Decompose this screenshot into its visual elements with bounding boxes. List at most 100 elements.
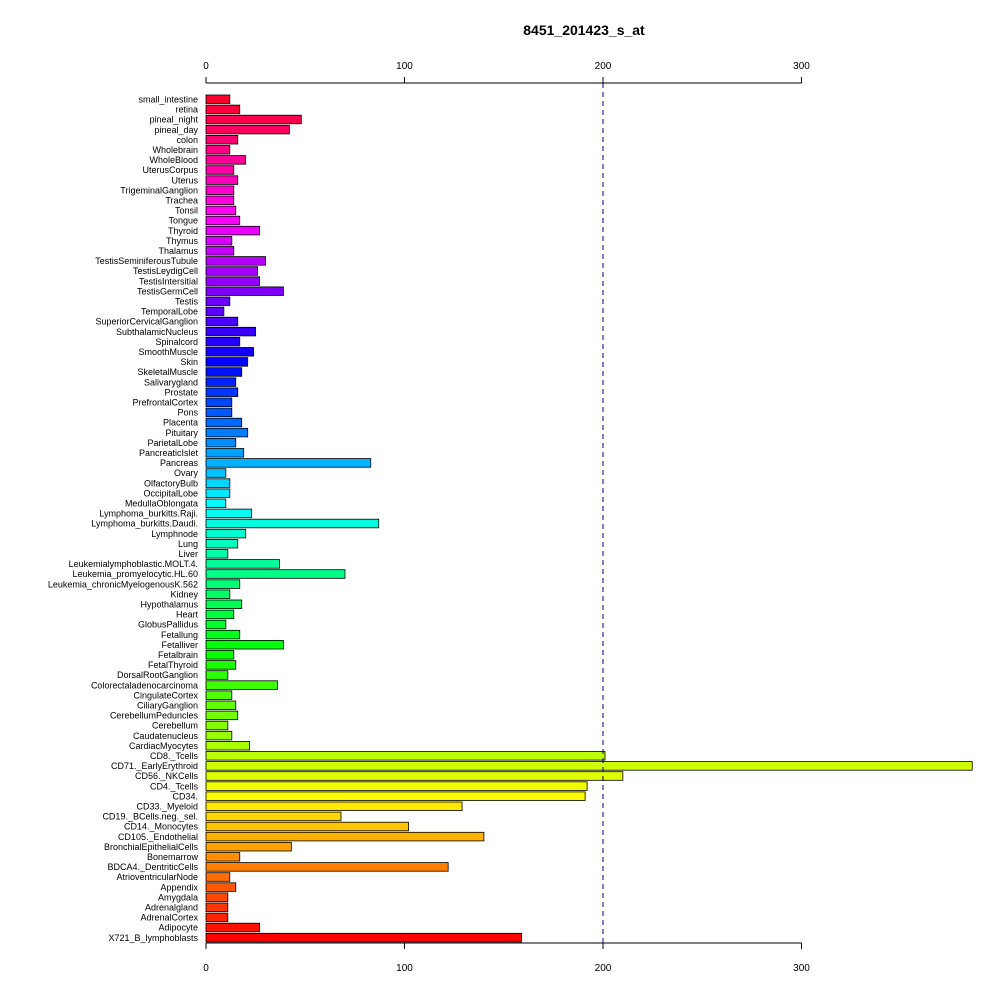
category-label-13: Thyroid <box>168 226 198 236</box>
category-label-35: PancreaticIslet <box>139 448 199 458</box>
bar-5 <box>205 145 231 155</box>
category-label-28: Salivarygland <box>144 377 198 387</box>
category-label-66: CD71._EarlyErythroid <box>111 761 198 771</box>
bar-77 <box>205 872 231 882</box>
bar-73 <box>205 831 485 842</box>
bar-46 <box>205 559 280 569</box>
category-label-77: AtrioventricularNode <box>116 872 198 882</box>
bar-32 <box>205 417 243 428</box>
bar-49 <box>205 589 231 599</box>
bar-54 <box>205 640 284 650</box>
category-label-10: Trachea <box>165 196 198 206</box>
bar-25 <box>205 347 255 357</box>
category-label-26: Skin <box>180 357 198 367</box>
bar-36 <box>205 458 372 468</box>
bar-63 <box>205 730 233 741</box>
bar-8 <box>205 175 239 185</box>
category-label-21: TemporalLobe <box>141 307 198 317</box>
category-label-55: Fetalbrain <box>158 650 198 660</box>
bar-61 <box>205 710 239 721</box>
category-label-38: OlfactoryBulb <box>144 478 198 488</box>
category-label-54: Fetalliver <box>161 640 198 650</box>
bar-45 <box>205 549 229 559</box>
bar-0 <box>205 94 231 105</box>
category-label-70: CD33._Myeloid <box>136 802 198 812</box>
bar-53 <box>205 629 241 640</box>
bar-28 <box>205 377 237 387</box>
bar-41 <box>205 508 253 519</box>
bar-14 <box>205 235 233 246</box>
bar-42 <box>205 518 380 529</box>
category-label-75: Bonemarrow <box>147 852 199 862</box>
category-label-23: SubthalamicNucleus <box>116 327 199 337</box>
category-label-80: Adrenalgland <box>145 903 198 913</box>
bar-20 <box>205 296 231 307</box>
category-label-0: small_intestine <box>138 95 198 105</box>
category-label-14: Thymus <box>166 236 199 246</box>
bar-79 <box>205 892 229 902</box>
category-label-19: TestisGermCell <box>137 286 198 296</box>
category-label-44: Lung <box>178 539 198 549</box>
category-label-73: CD105._Endothelial <box>118 832 198 842</box>
bar-58 <box>205 680 278 690</box>
category-label-81: AdrenalCortex <box>140 913 198 923</box>
category-label-46: Leukemialymphoblastic.MOLT.4. <box>69 559 198 569</box>
bar-74 <box>205 842 292 852</box>
category-label-63: Caudatenucleus <box>133 731 199 741</box>
bar-27 <box>205 367 243 377</box>
category-label-82: Adipocyte <box>158 923 198 933</box>
bar-3 <box>205 124 290 135</box>
category-label-52: GlobusPallidus <box>138 620 199 630</box>
bar-11 <box>205 205 237 216</box>
category-label-34: ParietalLobe <box>147 438 198 448</box>
category-label-53: Fetallung <box>161 630 198 640</box>
category-label-20: Testis <box>175 297 199 307</box>
bar-71 <box>205 811 342 822</box>
bar-33 <box>205 427 249 438</box>
bar-19 <box>205 286 284 296</box>
category-label-65: CD8._Tcells <box>150 751 199 761</box>
category-label-58: Colorectaladenocarcinoma <box>91 680 198 690</box>
bar-59 <box>205 690 233 700</box>
category-label-1: retina <box>175 105 198 115</box>
bar-75 <box>205 852 241 862</box>
bar-68 <box>205 781 588 791</box>
bar-38 <box>205 478 231 488</box>
category-label-78: Appendix <box>160 882 198 892</box>
bar-43 <box>205 528 247 539</box>
bar-60 <box>205 700 237 711</box>
category-label-6: WholeBlood <box>149 155 198 165</box>
bar-69 <box>205 791 586 801</box>
category-label-39: OccipitalLobe <box>143 488 198 498</box>
category-label-24: Spinalcord <box>155 337 198 347</box>
bar-37 <box>205 468 227 478</box>
category-label-4: colon <box>176 135 198 145</box>
category-label-8: Uterus <box>171 175 198 185</box>
bar-67 <box>205 771 624 781</box>
bar-12 <box>205 215 241 226</box>
category-label-36: Pancreas <box>160 458 199 468</box>
bar-39 <box>205 488 231 498</box>
bar-24 <box>205 336 241 347</box>
bar-26 <box>205 357 249 367</box>
category-label-5: Wholebrain <box>152 145 198 155</box>
category-label-42: Lymphoma_burkitts.Daudi. <box>91 519 198 529</box>
bar-81 <box>205 912 229 923</box>
bar-52 <box>205 619 227 630</box>
category-label-67: CD56._NKCells <box>135 771 199 781</box>
bar-80 <box>205 902 229 913</box>
chart-title: 8451_201423_s_at <box>523 22 645 38</box>
category-label-7: UterusCorpus <box>142 165 198 175</box>
category-label-2: pineal_night <box>149 115 198 125</box>
bottom-tick-label-0: 0 <box>203 963 209 974</box>
bar-44 <box>205 539 239 549</box>
bar-50 <box>205 599 243 610</box>
category-label-72: CD14._Monocytes <box>124 822 199 832</box>
bar-56 <box>205 660 237 670</box>
bar-62 <box>205 720 229 731</box>
bar-35 <box>205 448 245 458</box>
category-label-32: Placenta <box>163 418 198 428</box>
category-label-29: Prostate <box>164 387 198 397</box>
category-label-71: CD19._BCells.neg._sel. <box>102 812 198 822</box>
bar-4 <box>205 134 239 145</box>
